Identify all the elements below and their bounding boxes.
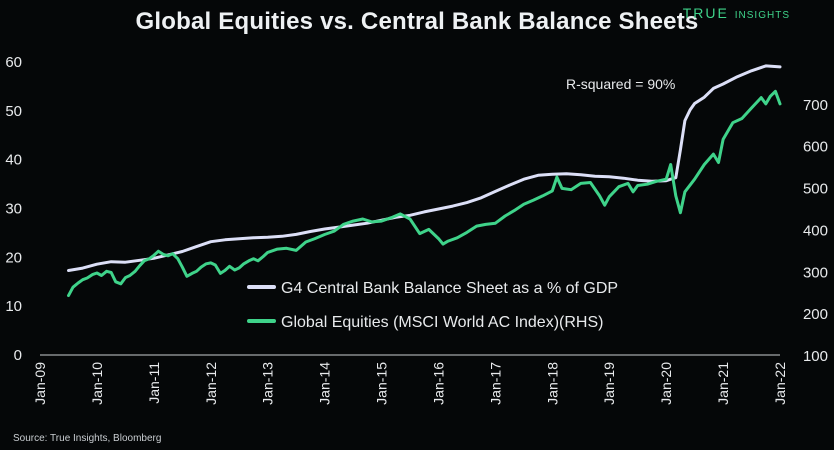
x-tick-label: Jan-21 [715,362,731,405]
left-tick-label: 10 [5,298,22,315]
right-tick-label: 300 [803,264,828,281]
left-tick-label: 0 [14,347,22,364]
left-tick-label: 20 [5,249,22,266]
right-axis-ticks: 100 200 300 400 500 600 700 [803,97,828,365]
brand-logo: TRUE INSIGHTS [683,5,790,21]
x-tick-label: Jan-16 [430,362,446,405]
right-tick-label: 600 [803,139,828,156]
r-squared-annotation: R-squared = 90% [566,76,675,92]
left-tick-label: 50 [5,103,22,120]
x-tick-label: Jan-11 [146,362,162,404]
x-tick-label: Jan-19 [601,362,617,405]
x-tick-label: Jan-10 [89,362,105,405]
chart-title: Global Equities vs. Central Bank Balance… [135,8,699,35]
legend: G4 Central Bank Balance Sheet as a % of … [247,280,618,331]
x-tick-label: Jan-17 [487,362,503,405]
x-tick-label: Jan-12 [203,362,219,405]
series-layer [67,64,782,298]
right-tick-label: 500 [803,181,828,198]
brand-word-2: INSIGHTS [734,10,790,21]
left-tick-label: 30 [5,201,22,218]
right-tick-label: 100 [803,348,828,365]
equities-line [67,89,782,298]
left-tick-label: 40 [5,152,22,169]
x-tick-label: Jan-18 [544,362,560,405]
legend-label-balance-sheet: G4 Central Bank Balance Sheet as a % of … [281,280,618,297]
x-tick-label: Jan-13 [260,362,276,405]
left-tick-label: 60 [5,54,22,71]
balance-sheet-line [67,64,782,272]
legend-label-equities: Global Equities (MSCI World AC Index)(RH… [281,314,603,331]
x-tick-label: Jan-14 [317,362,333,405]
x-tick-label: Jan-09 [32,362,48,405]
source-note: Source: True Insights, Bloomberg [13,433,162,444]
x-axis-ticks: Jan-09 Jan-10 Jan-11 Jan-12 Jan-13 Jan-14 Jan-… [32,362,788,405]
brand-word-1: TRUE [682,5,729,21]
right-tick-label: 700 [803,97,828,114]
right-tick-label: 200 [803,306,828,323]
x-tick-label: Jan-20 [658,362,674,405]
x-tick-label: Jan-22 [772,362,788,405]
right-tick-label: 400 [803,222,828,239]
left-axis-ticks: 0 10 20 30 40 50 60 [5,54,22,364]
x-tick-label: Jan-15 [374,362,390,405]
